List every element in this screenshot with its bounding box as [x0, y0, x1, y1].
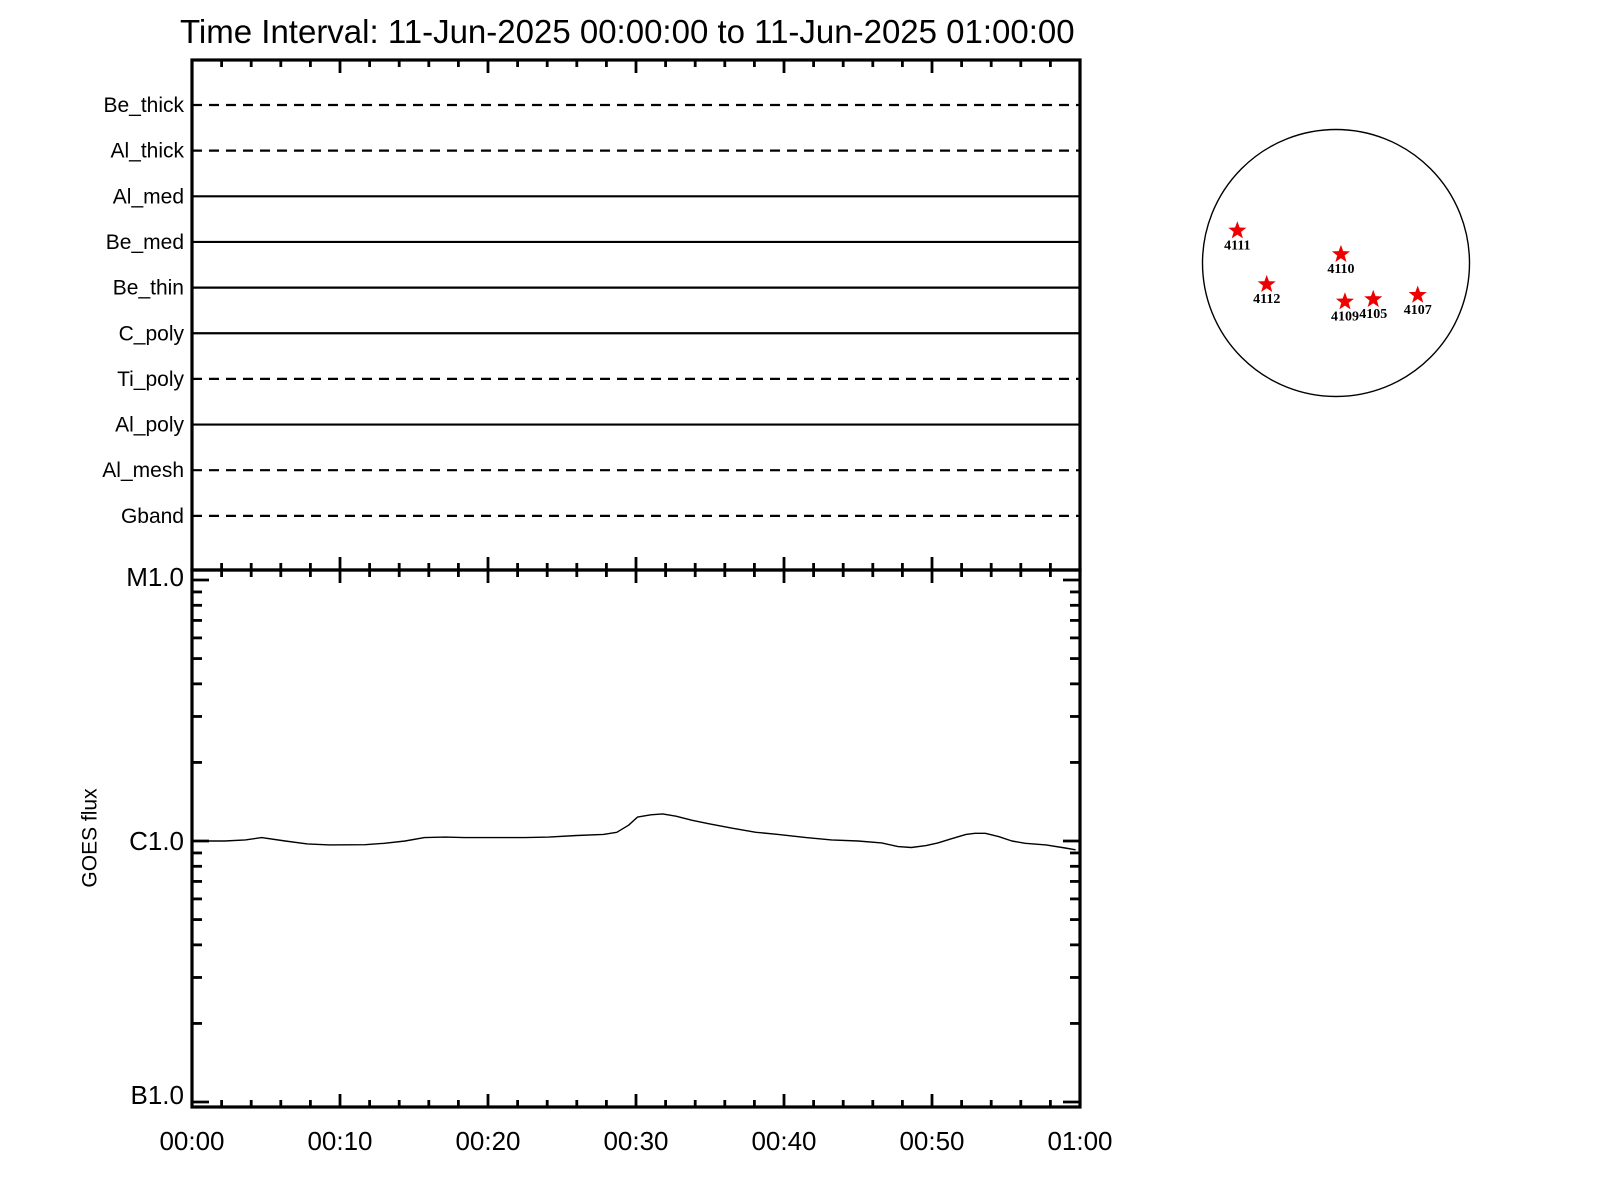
- x-tick-label-00:20: 00:20: [455, 1126, 520, 1156]
- filter-label-Be_thin: Be_thin: [113, 277, 184, 300]
- goes-ytick-label-M1.0: M1.0: [126, 562, 184, 592]
- active-region-star-4111: [1228, 221, 1247, 239]
- goes-panel-frame: [190, 568, 1082, 1109]
- x-tick-label-00:40: 00:40: [751, 1126, 816, 1156]
- x-tick-label-00:10: 00:10: [307, 1126, 372, 1156]
- x-tick-label-00:50: 00:50: [899, 1126, 964, 1156]
- filter-label-Gband: Gband: [121, 505, 184, 528]
- active-region-label-4111: 4111: [1224, 238, 1250, 253]
- x-tick-label-00:30: 00:30: [603, 1126, 668, 1156]
- filter-label-C_poly: C_poly: [119, 322, 185, 345]
- goes-ytick-label-C1.0: C1.0: [129, 826, 184, 856]
- x-tick-label-00:00: 00:00: [159, 1126, 224, 1156]
- active-region-star-4105: [1364, 289, 1383, 307]
- active-region-star-4112: [1257, 274, 1276, 293]
- active-region-label-4105: 4105: [1359, 307, 1387, 322]
- filter-label-Al_mesh: Al_mesh: [102, 459, 184, 482]
- filter-label-Al_thick: Al_thick: [110, 140, 184, 163]
- figure-title: Time Interval: 11-Jun-2025 00:00:00 to 1…: [180, 13, 1075, 50]
- filter-panel-frame: [190, 58, 1082, 572]
- active-region-star-4107: [1408, 285, 1427, 303]
- goes-ytick-label-B1.0: B1.0: [131, 1080, 185, 1110]
- solar-disk-limb: [1201, 128, 1471, 398]
- goes-flux-curve: [192, 813, 1076, 851]
- filter-label-Ti_poly: Ti_poly: [117, 368, 184, 391]
- active-region-label-4107: 4107: [1404, 303, 1432, 318]
- active-region-label-4109: 4109: [1331, 309, 1359, 324]
- active-region-star-4109: [1335, 292, 1354, 310]
- goes-ylabel: GOES flux: [79, 788, 102, 888]
- filter-label-Be_med: Be_med: [106, 231, 184, 254]
- x-tick-label-01:00: 01:00: [1047, 1126, 1112, 1156]
- active-region-label-4112: 4112: [1253, 292, 1280, 307]
- active-region-label-4110: 4110: [1327, 262, 1354, 277]
- filter-label-Al_poly: Al_poly: [115, 414, 184, 437]
- active-region-star-4110: [1331, 244, 1350, 263]
- filter-label-Al_med: Al_med: [113, 185, 184, 208]
- filter-label-Be_thick: Be_thick: [103, 94, 184, 117]
